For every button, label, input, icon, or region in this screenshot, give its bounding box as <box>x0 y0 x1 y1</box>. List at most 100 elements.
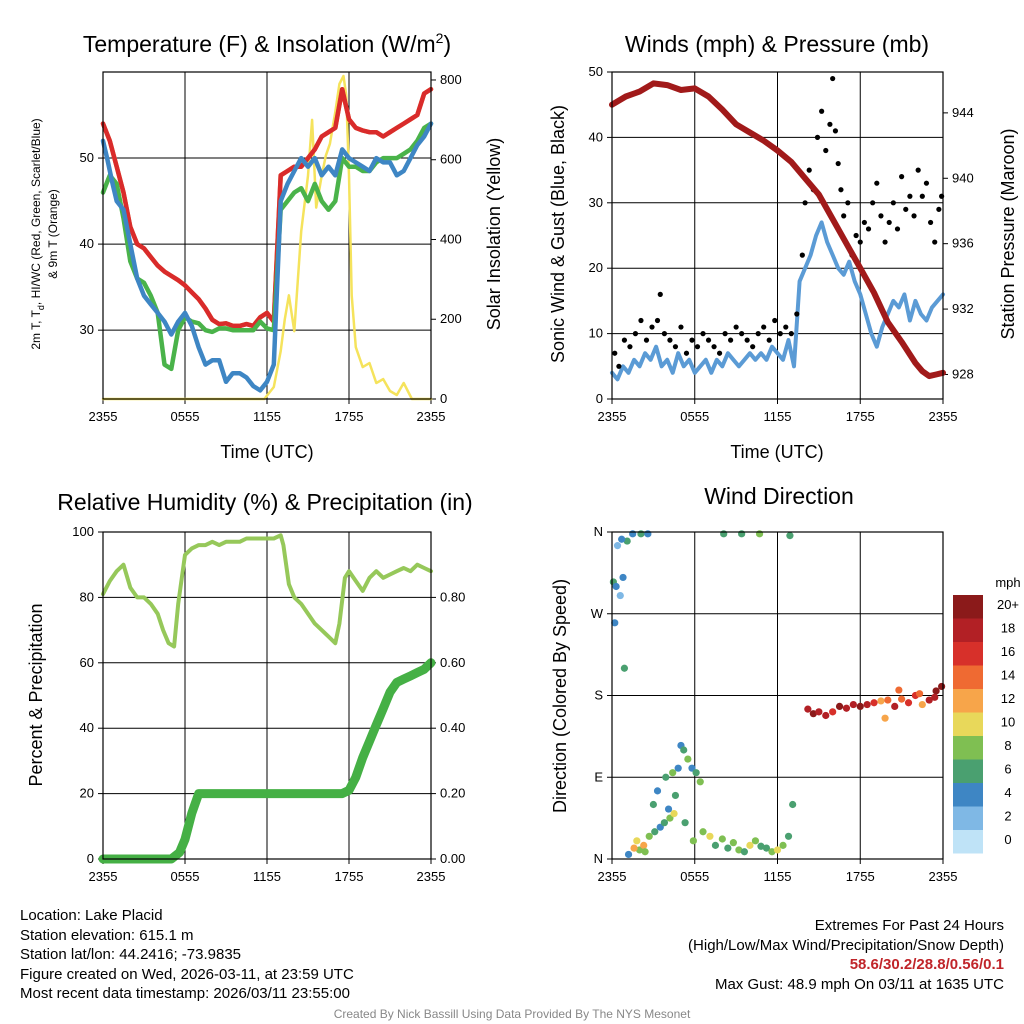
gust-point <box>830 75 836 82</box>
sonic-wind-line <box>610 220 945 382</box>
wind-direction-point <box>720 530 728 538</box>
x-tick-label: 1155 <box>764 409 792 424</box>
legend-label: 10 <box>1001 715 1015 730</box>
y-tick-label: 30 <box>589 195 603 210</box>
x-tick-label: 2355 <box>598 409 627 424</box>
y2-tick-label: 944 <box>952 105 974 120</box>
x-tick-label: 2355 <box>417 869 446 884</box>
legend-label: 16 <box>1001 644 1015 659</box>
wind-direction-point <box>724 844 732 852</box>
wind-direction-point <box>641 848 649 856</box>
wind-direction-point <box>684 755 692 763</box>
grid-lines <box>612 532 943 859</box>
pressure-y-axis-label: Station Pressure (Maroon) <box>998 128 1018 339</box>
wind-direction-point <box>809 710 817 718</box>
wind-direction-point <box>779 841 787 849</box>
wind-direction-point <box>674 764 682 772</box>
wind-direction-point <box>613 542 622 550</box>
wind-direction-point <box>918 700 926 709</box>
temperature-panel: Temperature (F) & Insolation (W/m2) Time… <box>29 30 504 462</box>
gust-point <box>683 350 690 356</box>
wind-direction-point <box>612 582 620 591</box>
extremes-values: 58.6/30.2/28.8/0.56/0.1 <box>849 956 1004 973</box>
wind-direction-point <box>829 708 837 716</box>
gust-point <box>621 337 628 343</box>
station-location: Location: Lake Placid <box>20 907 163 924</box>
wind-direction-point <box>895 686 903 694</box>
y2-tick-label: 200 <box>440 311 462 326</box>
grid-lines <box>612 72 943 399</box>
y2-tick-label: 0.80 <box>440 589 465 604</box>
wind-direction-point <box>904 699 913 707</box>
wind-direction-point <box>666 814 674 822</box>
gust-point <box>886 219 892 226</box>
gust-point <box>832 128 839 134</box>
gust-point <box>882 239 888 245</box>
wind-direction-point <box>711 841 720 849</box>
wind-direction-point <box>842 704 851 712</box>
gust-point <box>814 134 821 140</box>
wind-direction-point <box>623 537 631 545</box>
gust-point <box>722 331 728 337</box>
wind-direction-point <box>706 832 714 840</box>
insolation-line <box>101 74 433 401</box>
humidity-panel-title: Relative Humidity (%) & Precipitation (i… <box>57 489 472 515</box>
gust-point <box>694 344 701 350</box>
gust-point <box>733 324 739 330</box>
gust-point <box>907 193 913 199</box>
gust-point <box>936 206 942 212</box>
wind-direction-point <box>884 696 892 704</box>
wind-direction-point <box>645 832 653 840</box>
gust-point <box>678 324 684 330</box>
winds-x-axis-label: Time (UTC) <box>730 442 823 462</box>
y2-tick-label: 928 <box>952 366 974 381</box>
wind-direction-point <box>630 844 638 852</box>
gust-point <box>806 167 812 173</box>
y2-tick-label: 932 <box>952 301 974 316</box>
y-tick-label: 0 <box>596 391 603 406</box>
gust-point <box>794 311 800 317</box>
legend-swatch <box>953 689 983 713</box>
wind-direction-point <box>768 848 776 856</box>
extremes-subtitle: (High/Low/Max Wind/Precipitation/Snow De… <box>688 936 1004 954</box>
gust-point <box>838 187 844 193</box>
wind-direction-point <box>656 823 664 831</box>
gust-point <box>672 344 679 350</box>
wind-direction-point <box>688 764 696 772</box>
winds-panel: Winds (mph) & Pressure (mb) Time (UTC) S… <box>548 31 1018 462</box>
gust-point <box>903 206 909 212</box>
y2-tick-label: 0.40 <box>440 720 465 735</box>
wind-direction-point <box>692 769 700 777</box>
wind-direction-point <box>804 705 812 713</box>
x-tick-label: 0555 <box>680 409 709 424</box>
gust-point <box>654 317 661 324</box>
wind-direction-point <box>664 805 673 813</box>
y-tick-label: 50 <box>80 150 94 165</box>
y2-tick-label: 600 <box>440 152 462 167</box>
y-tick-label: 40 <box>589 129 603 144</box>
wind-y-axis-label: Sonic Wind & Gust (Blue, Black) <box>548 105 568 363</box>
y2-tick-label: 0 <box>440 391 447 406</box>
legend-swatch <box>953 665 983 689</box>
legend-swatch <box>953 806 983 830</box>
wind-direction-point <box>784 832 793 840</box>
wind-direction-point <box>680 746 688 754</box>
gust-point <box>643 337 650 343</box>
plot-border <box>611 531 944 860</box>
wind-direction-point <box>637 530 645 538</box>
wind-direction-point <box>620 664 629 672</box>
legend-label: 2 <box>1004 809 1011 824</box>
wind-direction-point <box>671 791 680 800</box>
legend-label: 12 <box>1001 691 1015 706</box>
y2-tick-label: 800 <box>440 72 462 87</box>
y2-tick-label: 936 <box>952 236 974 251</box>
plot-border <box>611 71 944 400</box>
y-tick-label: 20 <box>589 260 603 275</box>
wind-direction-point <box>746 841 754 849</box>
wind-direction-point <box>863 700 871 709</box>
wind-direction-point <box>670 809 678 818</box>
wind-direction-point <box>822 711 830 720</box>
x-tick-label: 2355 <box>89 409 118 424</box>
gust-point <box>853 232 859 239</box>
